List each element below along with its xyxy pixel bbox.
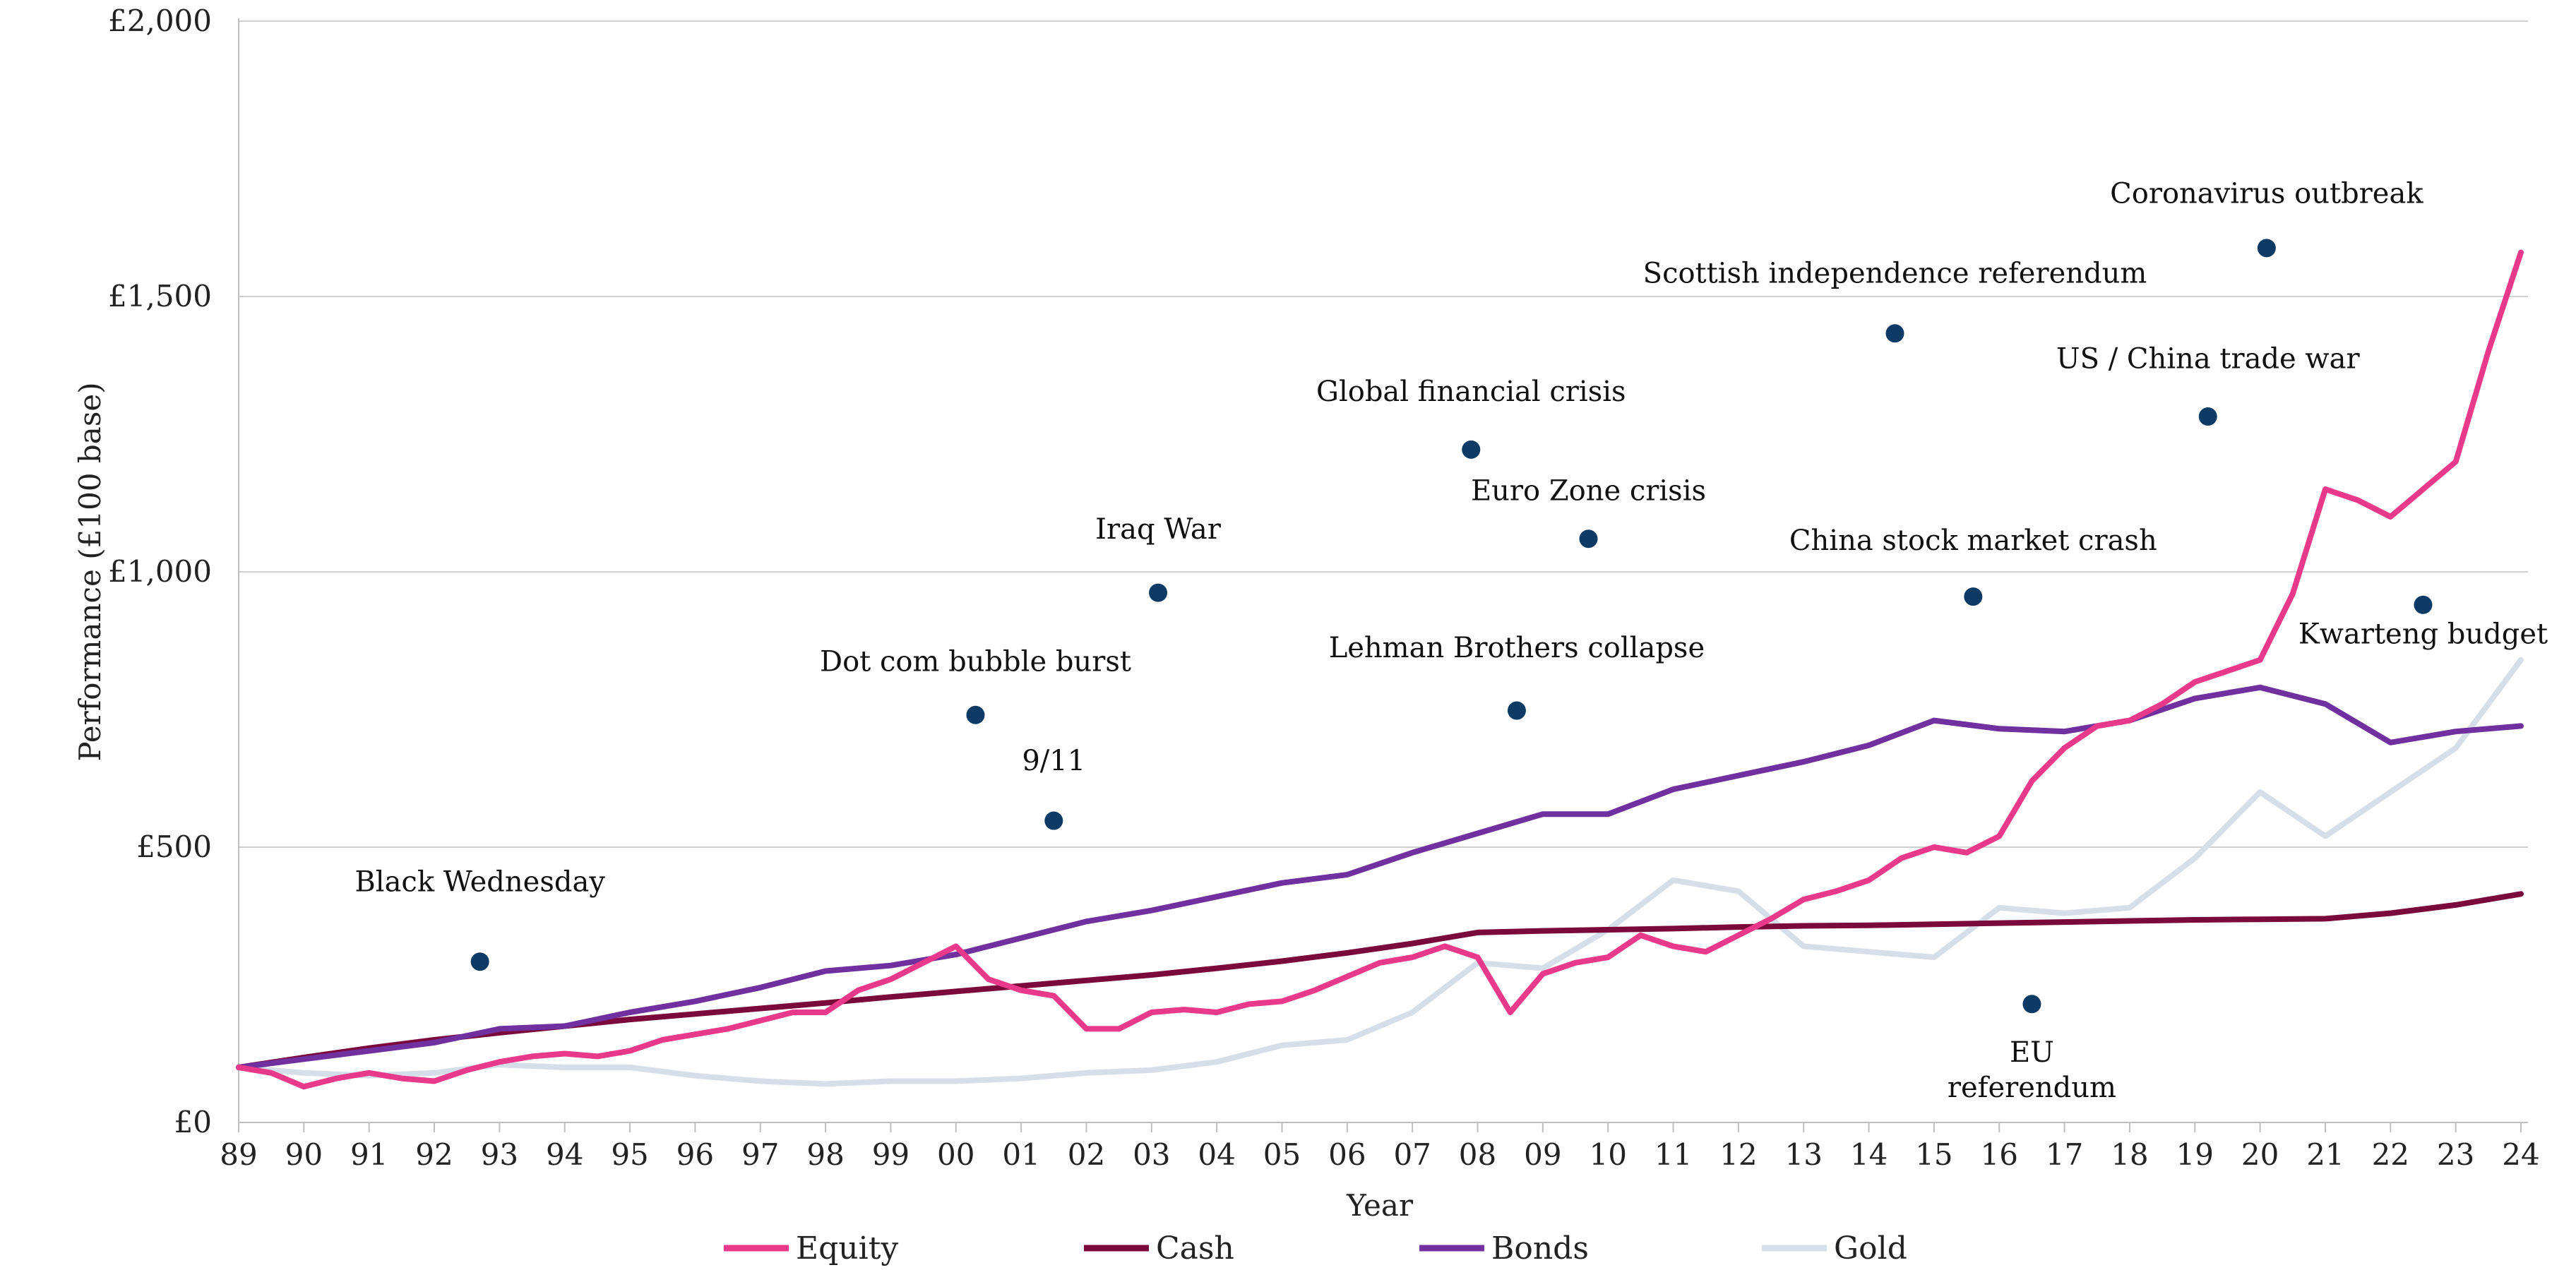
event-marker — [1149, 583, 1168, 602]
x-tick-label: 92 — [415, 1137, 453, 1172]
x-tick-label: 09 — [1524, 1137, 1561, 1172]
event-marker — [2257, 239, 2276, 258]
event-marker — [2414, 595, 2433, 614]
x-tick-label: 16 — [1981, 1137, 2018, 1172]
x-tick-label: 21 — [2306, 1137, 2344, 1172]
x-tick-label: 14 — [1850, 1137, 1888, 1172]
event-marker — [470, 952, 489, 971]
event-label: Lehman Brothers collapse — [1329, 632, 1705, 664]
x-tick-label: 93 — [481, 1137, 518, 1172]
x-tick-label: 07 — [1393, 1137, 1431, 1172]
x-tick-label: 11 — [1654, 1137, 1692, 1172]
x-tick-label: 05 — [1263, 1137, 1301, 1172]
event-label: China stock market crash — [1789, 525, 2157, 557]
x-tick-label: 04 — [1198, 1137, 1235, 1172]
legend: Equity Cash Bonds Gold — [724, 1230, 1907, 1266]
event-label: US / China trade war — [2056, 342, 2361, 375]
x-tick-label: 95 — [611, 1137, 648, 1172]
legend-label-gold: Gold — [1834, 1230, 1907, 1266]
x-tick-label: 00 — [937, 1137, 974, 1172]
x-tick-label: 18 — [2111, 1137, 2148, 1172]
x-axis-title: Year — [1346, 1188, 1414, 1223]
event-label: EU — [2010, 1036, 2054, 1069]
x-tick-label: 15 — [1915, 1137, 1952, 1172]
event-marker — [1462, 440, 1481, 459]
x-tick-label: 03 — [1133, 1137, 1170, 1172]
y-tick-label: £500 — [136, 829, 212, 864]
event-marker — [1507, 701, 1526, 720]
x-tick-label: 17 — [2046, 1137, 2083, 1172]
event-label: Global financial crisis — [1316, 376, 1626, 408]
series-line-equity — [236, 249, 2524, 1090]
legend-label-cash: Cash — [1156, 1230, 1234, 1266]
x-tick-label: 90 — [285, 1137, 323, 1172]
series-line-gold — [236, 657, 2524, 1087]
event-marker — [2198, 407, 2217, 426]
series-lines — [236, 249, 2524, 1090]
x-tick-label: 13 — [1785, 1137, 1823, 1172]
y-tick-label: £0 — [174, 1105, 212, 1139]
x-tick-label: 20 — [2241, 1137, 2279, 1172]
y-axis-title: Performance (£100 base) — [73, 382, 107, 761]
x-tick-label: 99 — [872, 1137, 910, 1172]
x-tick-label: 96 — [676, 1137, 714, 1172]
event-label: Kwarteng budget — [2298, 618, 2548, 650]
event-label: Black Wednesday — [354, 865, 605, 898]
y-tick-label: £1,500 — [108, 279, 212, 313]
event-marker — [1885, 324, 1904, 343]
x-tick-label: 01 — [1002, 1137, 1039, 1172]
event-label: Iraq War — [1095, 513, 1222, 546]
x-tick-label: 23 — [2437, 1137, 2474, 1172]
x-tick-label: 22 — [2372, 1137, 2409, 1172]
event-marker — [1964, 587, 1983, 606]
event-label: Dot com bubble burst — [820, 645, 1131, 678]
event-marker — [2022, 995, 2041, 1014]
x-tick-label: 89 — [220, 1137, 257, 1172]
axes: £0 £500 £1,000 £1,500 £2,000 89 90 91 92 93 94 95 96… — [108, 4, 2540, 1172]
y-tick-label: £2,000 — [108, 4, 212, 38]
event-marker — [1579, 529, 1598, 549]
event-label: referendum — [1948, 1072, 2116, 1104]
x-tick-label: 24 — [2502, 1137, 2539, 1172]
event-label: Euro Zone crisis — [1471, 475, 1706, 508]
event-marker — [966, 705, 985, 724]
x-tick-label: 19 — [2176, 1137, 2214, 1172]
x-tick-label: 12 — [1719, 1137, 1757, 1172]
x-tick-label: 10 — [1589, 1137, 1626, 1172]
event-label: Coronavirus outbreak — [2110, 177, 2423, 210]
event-marker — [1044, 811, 1063, 830]
x-tick-label: 98 — [806, 1137, 844, 1172]
series-line-cash — [236, 891, 2524, 1070]
x-tick-label: 06 — [1328, 1137, 1366, 1172]
x-tick-label: 94 — [546, 1137, 583, 1172]
x-tick-label: 97 — [741, 1137, 779, 1172]
event-annotations: Black Wednesday 9/11 Dot com bubble burst I… — [354, 177, 2548, 1104]
x-tick-label: 91 — [350, 1137, 388, 1172]
event-label: 9/11 — [1022, 745, 1085, 777]
legend-label-equity: Equity — [796, 1230, 898, 1266]
legend-label-bonds: Bonds — [1491, 1230, 1589, 1266]
x-tick-label: 08 — [1459, 1137, 1496, 1172]
x-tick-label: 02 — [1068, 1137, 1105, 1172]
event-label: Scottish independence referendum — [1643, 258, 2147, 290]
y-tick-label: £1,000 — [108, 554, 212, 589]
